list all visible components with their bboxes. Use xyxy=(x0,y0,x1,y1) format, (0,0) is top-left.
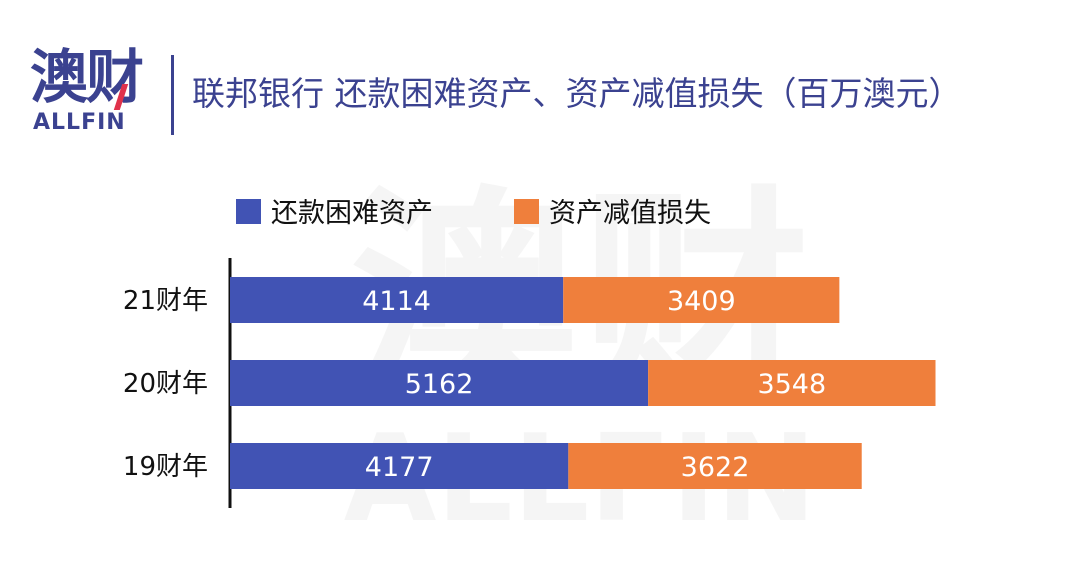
category-label-3: 19财年 xyxy=(123,452,208,482)
legend: 还款困难资产 资产减值损失 xyxy=(236,198,711,229)
bar-2-1 xyxy=(563,277,840,323)
header-divider xyxy=(171,55,174,135)
bar-1-2 xyxy=(230,360,649,406)
category-labels: 21财年 20财年 19财年 xyxy=(123,286,208,482)
data-label-2-3: 3622 xyxy=(681,452,750,483)
legend-label-1: 还款困难资产 xyxy=(271,198,433,229)
category-label-2: 20财年 xyxy=(123,369,208,399)
legend-swatch-1 xyxy=(236,199,261,224)
bars: 4114 3409 5162 3548 4177 3622 xyxy=(230,277,936,489)
legend-swatch-2 xyxy=(514,199,539,224)
legend-label-2: 资产减值损失 xyxy=(549,198,711,229)
bar-1-1 xyxy=(230,277,564,323)
bar-1-3 xyxy=(230,443,569,489)
data-label-1-1: 4114 xyxy=(362,286,431,317)
bar-2-3 xyxy=(568,443,862,489)
data-label-1-3: 4177 xyxy=(365,452,434,483)
logo-subtitle: ALLFIN xyxy=(33,110,126,135)
data-label-2-1: 3409 xyxy=(667,286,736,317)
category-label-1: 21财年 xyxy=(123,286,208,316)
header: 澳财 ALLFIN 联邦银行 还款困难资产、资产减值损失（百万澳元） xyxy=(0,0,1080,150)
chart-title: 联邦银行 还款困难资产、资产减值损失（百万澳元） xyxy=(192,74,962,113)
bar-2-2 xyxy=(648,360,936,406)
logo: 澳财 xyxy=(30,43,144,111)
data-label-2-2: 3548 xyxy=(757,369,826,400)
data-label-1-2: 5162 xyxy=(405,369,474,400)
